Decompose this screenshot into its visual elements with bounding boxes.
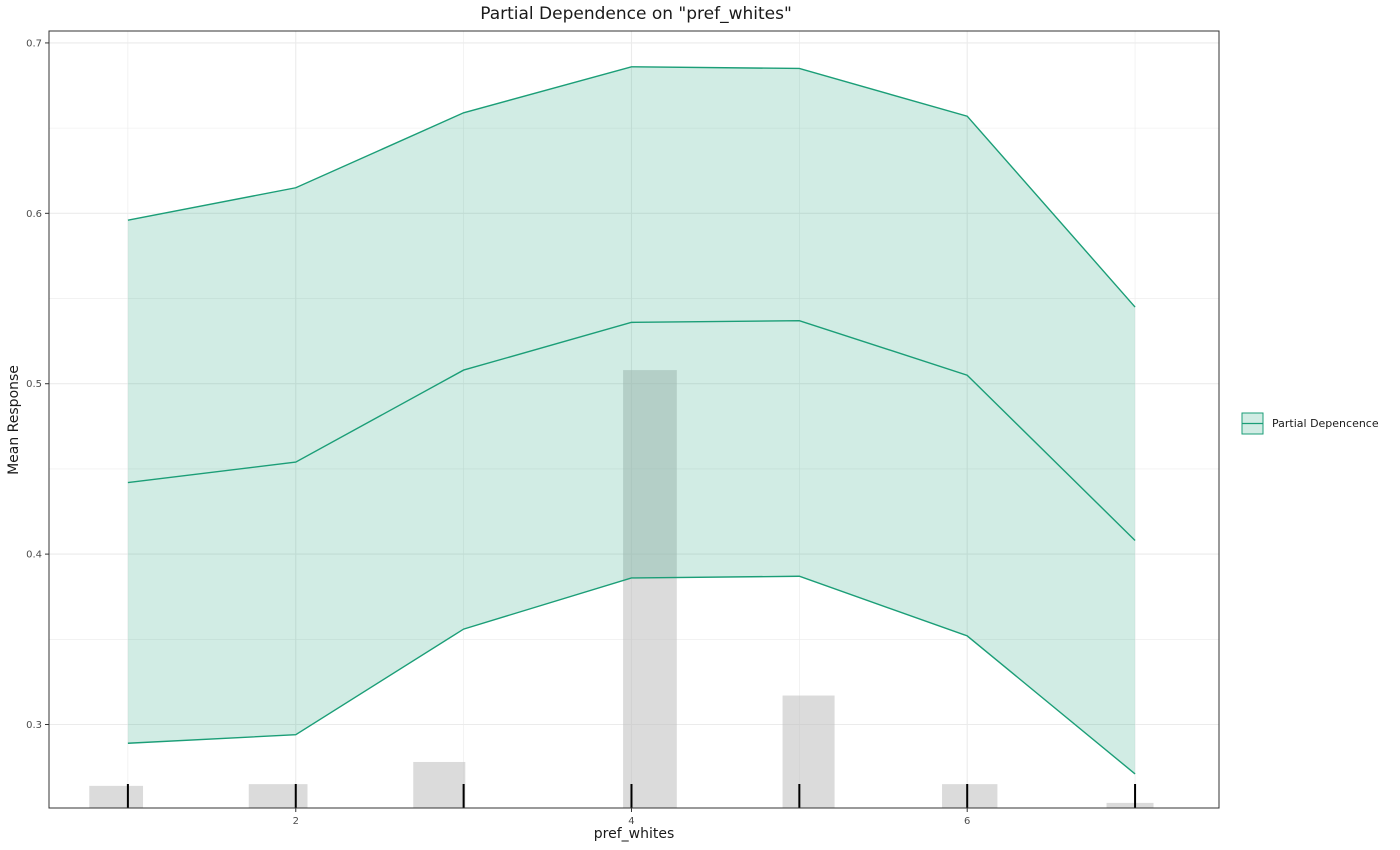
confidence-band-area [127,66,1136,774]
y-tick-label: 0.7 [26,38,42,49]
plot-panel [48,30,1220,809]
y-axis: 0.3 0.4 0.5 0.6 0.7 [26,38,49,731]
histogram-bar [413,761,466,808]
histogram-bar [623,370,677,808]
histogram-bar [782,695,835,808]
x-tick-label: 2 [293,816,299,827]
y-tick-label: 0.4 [26,550,42,561]
histogram-bar [1106,802,1154,808]
x-tick-label: 4 [628,816,634,827]
y-tick-label: 0.3 [26,720,42,731]
y-tick-label: 0.5 [26,379,42,390]
chart-title: Partial Dependence on "pref_whites" [480,4,792,24]
histogram-bar [942,784,998,808]
x-axis-label: pref_whites [594,826,675,842]
upper-bound-line [127,66,1136,308]
panel-border [48,30,1220,809]
lower-bound-line [127,575,1136,775]
x-tick-label: 6 [964,816,970,827]
confidence-band [127,66,1136,774]
rug-marks [126,784,1137,808]
partial-dependence-line [127,319,1136,541]
legend-entry-label: Partial Depencence [1272,417,1379,430]
histogram [89,370,1154,808]
x-axis: 2 4 6 [293,808,970,827]
y-tick-label: 0.6 [26,209,42,220]
legend: Partial Depencence [1241,412,1379,435]
histogram-bar [89,785,144,808]
series-lines [127,66,1136,775]
y-axis-label: Mean Response [6,365,22,475]
histogram-bar [248,784,308,808]
